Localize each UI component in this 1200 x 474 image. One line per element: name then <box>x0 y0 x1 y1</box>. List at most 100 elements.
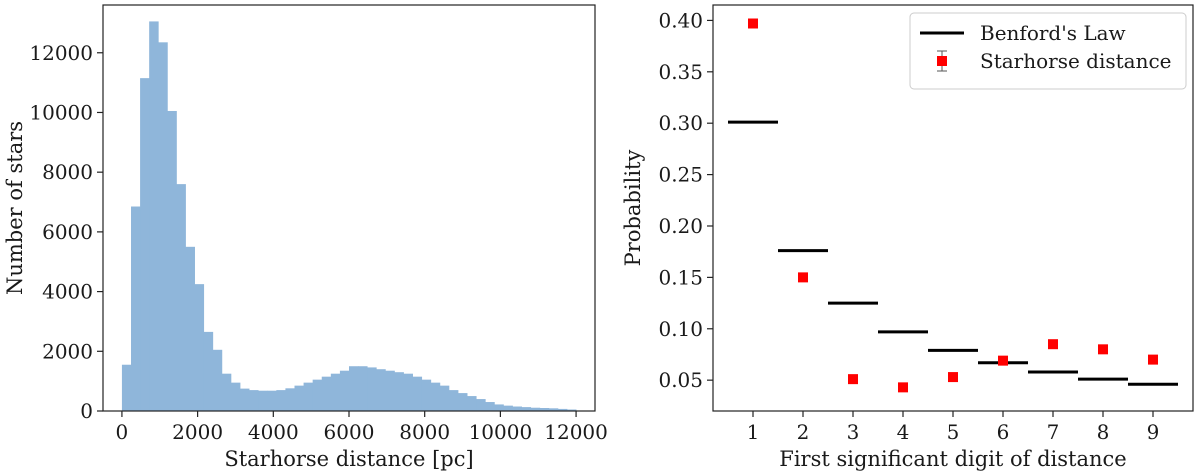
histogram-bar <box>358 366 368 411</box>
x-tick-label: 1 <box>747 420 760 444</box>
benford-legend: Benford's Law Starhorse distance <box>909 12 1187 90</box>
histogram-bar <box>212 349 223 411</box>
histogram-y-axis-label: Number of stars <box>3 121 27 295</box>
y-tick-label: 0.15 <box>658 265 703 289</box>
y-tick-label: 0.25 <box>658 163 703 187</box>
benford-x-ticks: 1 2 3 4 5 6 7 8 9 <box>747 411 1160 444</box>
histogram-bar <box>557 408 568 411</box>
x-tick-label: 8 <box>1097 420 1110 444</box>
histogram-bar <box>303 382 314 411</box>
x-tick-label: 4000 <box>248 420 299 444</box>
legend-benford-label: Benford's Law <box>980 21 1126 45</box>
starhorse-point <box>848 374 858 385</box>
histogram-bar <box>566 409 577 411</box>
y-tick-label: 8000 <box>42 160 93 184</box>
histogram-bar <box>321 376 332 411</box>
histogram-bar <box>185 246 195 411</box>
histogram-bar <box>349 366 359 411</box>
y-tick-label: 0.05 <box>658 368 703 392</box>
histogram-bar <box>131 206 141 411</box>
starhorse-point <box>1098 344 1108 355</box>
x-tick-label: 7 <box>1047 420 1060 444</box>
histogram-bar <box>376 369 386 411</box>
histogram-bar <box>430 382 441 411</box>
histogram-bar <box>294 385 304 412</box>
histogram-bars <box>121 21 577 412</box>
x-tick-label: 9 <box>1147 420 1160 444</box>
histogram-y-ticks: 0 2000 4000 6000 8000 10000 12000 <box>29 41 103 423</box>
y-tick-label: 6000 <box>42 220 93 244</box>
starhorse-point <box>948 372 958 383</box>
y-tick-label: 10000 <box>29 100 93 124</box>
histogram-bar <box>539 408 550 411</box>
histogram-x-ticks: 0 2000 4000 6000 8000 10000 12000 <box>116 411 608 444</box>
histogram-bar <box>467 396 477 411</box>
histogram-bar <box>494 404 504 411</box>
histogram-bar <box>203 331 214 411</box>
x-tick-label: 10000 <box>469 420 533 444</box>
y-tick-label: 0.35 <box>658 60 703 84</box>
histogram-bar <box>339 370 350 411</box>
starhorse-point <box>1048 339 1058 350</box>
x-tick-label: 6000 <box>324 420 375 444</box>
histogram-bar <box>230 382 241 411</box>
benford-y-axis-label: Probability <box>621 150 645 267</box>
histogram-bar <box>385 370 395 411</box>
y-tick-label: 12000 <box>29 41 93 65</box>
x-tick-label: 12000 <box>544 420 608 444</box>
histogram-bar <box>194 284 205 412</box>
benford-x-axis-label: First significant digit of distance <box>779 447 1126 471</box>
y-tick-label: 0.30 <box>658 111 703 135</box>
histogram-bar <box>258 390 268 411</box>
y-tick-label: 0 <box>80 399 93 423</box>
histogram-bar <box>221 373 232 411</box>
histogram-bar <box>530 407 541 411</box>
x-tick-label: 6 <box>997 420 1010 444</box>
x-tick-label: 8000 <box>399 420 450 444</box>
benford-y-ticks: 0.05 0.10 0.15 0.20 0.25 0.30 0.35 0.40 <box>658 8 713 392</box>
histogram-bar <box>412 376 423 411</box>
histogram-bar <box>121 364 132 411</box>
histogram-bar <box>285 388 295 411</box>
histogram-x-axis-label: Starhorse distance [pc] <box>224 447 473 471</box>
histogram-bar <box>548 408 559 411</box>
histogram-bar <box>167 110 177 411</box>
starhorse-point <box>998 355 1008 366</box>
histogram-bar <box>439 385 450 412</box>
y-tick-label: 0.20 <box>658 214 703 238</box>
histogram-bar <box>476 399 486 411</box>
histogram-bar <box>485 402 495 411</box>
starhorse-point <box>898 382 908 393</box>
histogram-bar <box>176 184 186 411</box>
histogram-bar <box>149 21 159 411</box>
histogram-bar <box>448 390 459 411</box>
histogram-bar <box>140 78 150 411</box>
histogram-bar <box>276 390 286 411</box>
y-tick-label: 0.10 <box>658 317 703 341</box>
histogram-bar <box>458 393 468 411</box>
histogram-bar <box>267 390 277 411</box>
histogram-bar <box>421 379 432 411</box>
x-tick-label: 2 <box>797 420 810 444</box>
histogram-bar <box>394 372 404 411</box>
x-tick-label: 5 <box>947 420 960 444</box>
y-tick-label: 0.40 <box>658 8 703 32</box>
histogram-bar <box>403 373 413 411</box>
histogram-bar <box>512 406 522 411</box>
y-tick-label: 4000 <box>42 280 93 304</box>
x-tick-label: 2000 <box>172 420 223 444</box>
histogram-bar <box>158 42 168 411</box>
benford-law-steps <box>728 120 1178 386</box>
y-tick-label: 2000 <box>42 339 93 363</box>
legend-starhorse-marker-swatch <box>937 56 947 66</box>
x-tick-label: 3 <box>847 420 860 444</box>
starhorse-point <box>798 272 808 283</box>
histogram-bar <box>312 379 323 411</box>
histogram-bar <box>367 367 377 411</box>
x-tick-label: 0 <box>116 420 129 444</box>
histogram-bar <box>330 373 341 411</box>
starhorse-point <box>748 18 758 29</box>
legend-starhorse-label: Starhorse distance <box>980 49 1172 73</box>
